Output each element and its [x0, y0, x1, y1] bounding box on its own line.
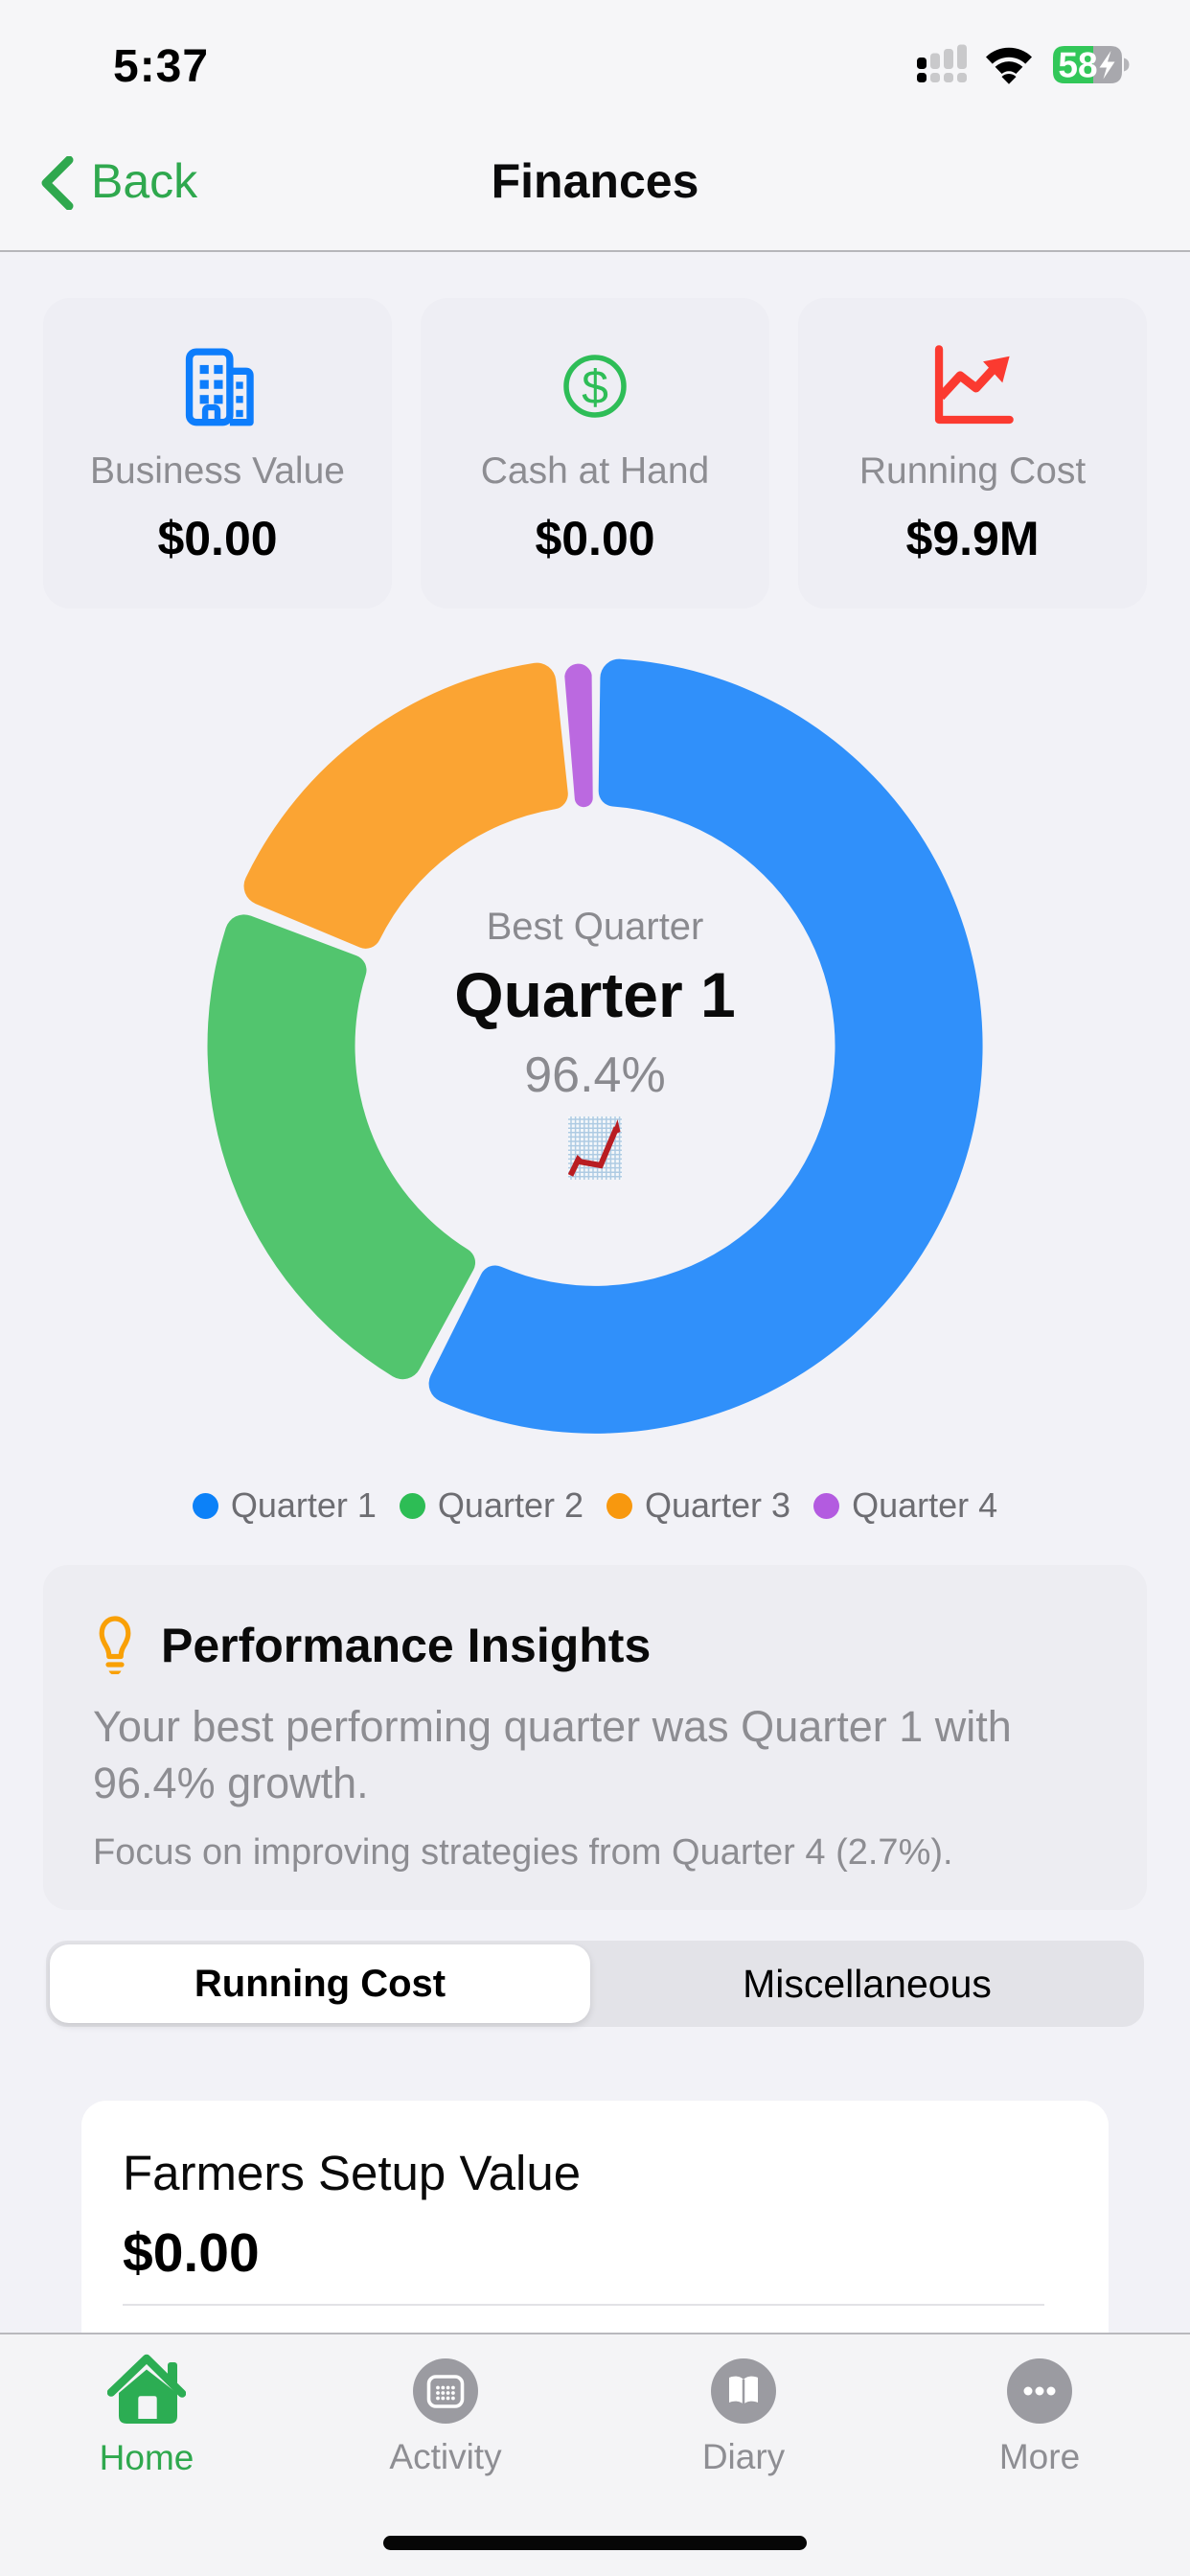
svg-text:$: $	[582, 360, 608, 414]
svg-text:58: 58	[1058, 46, 1097, 85]
